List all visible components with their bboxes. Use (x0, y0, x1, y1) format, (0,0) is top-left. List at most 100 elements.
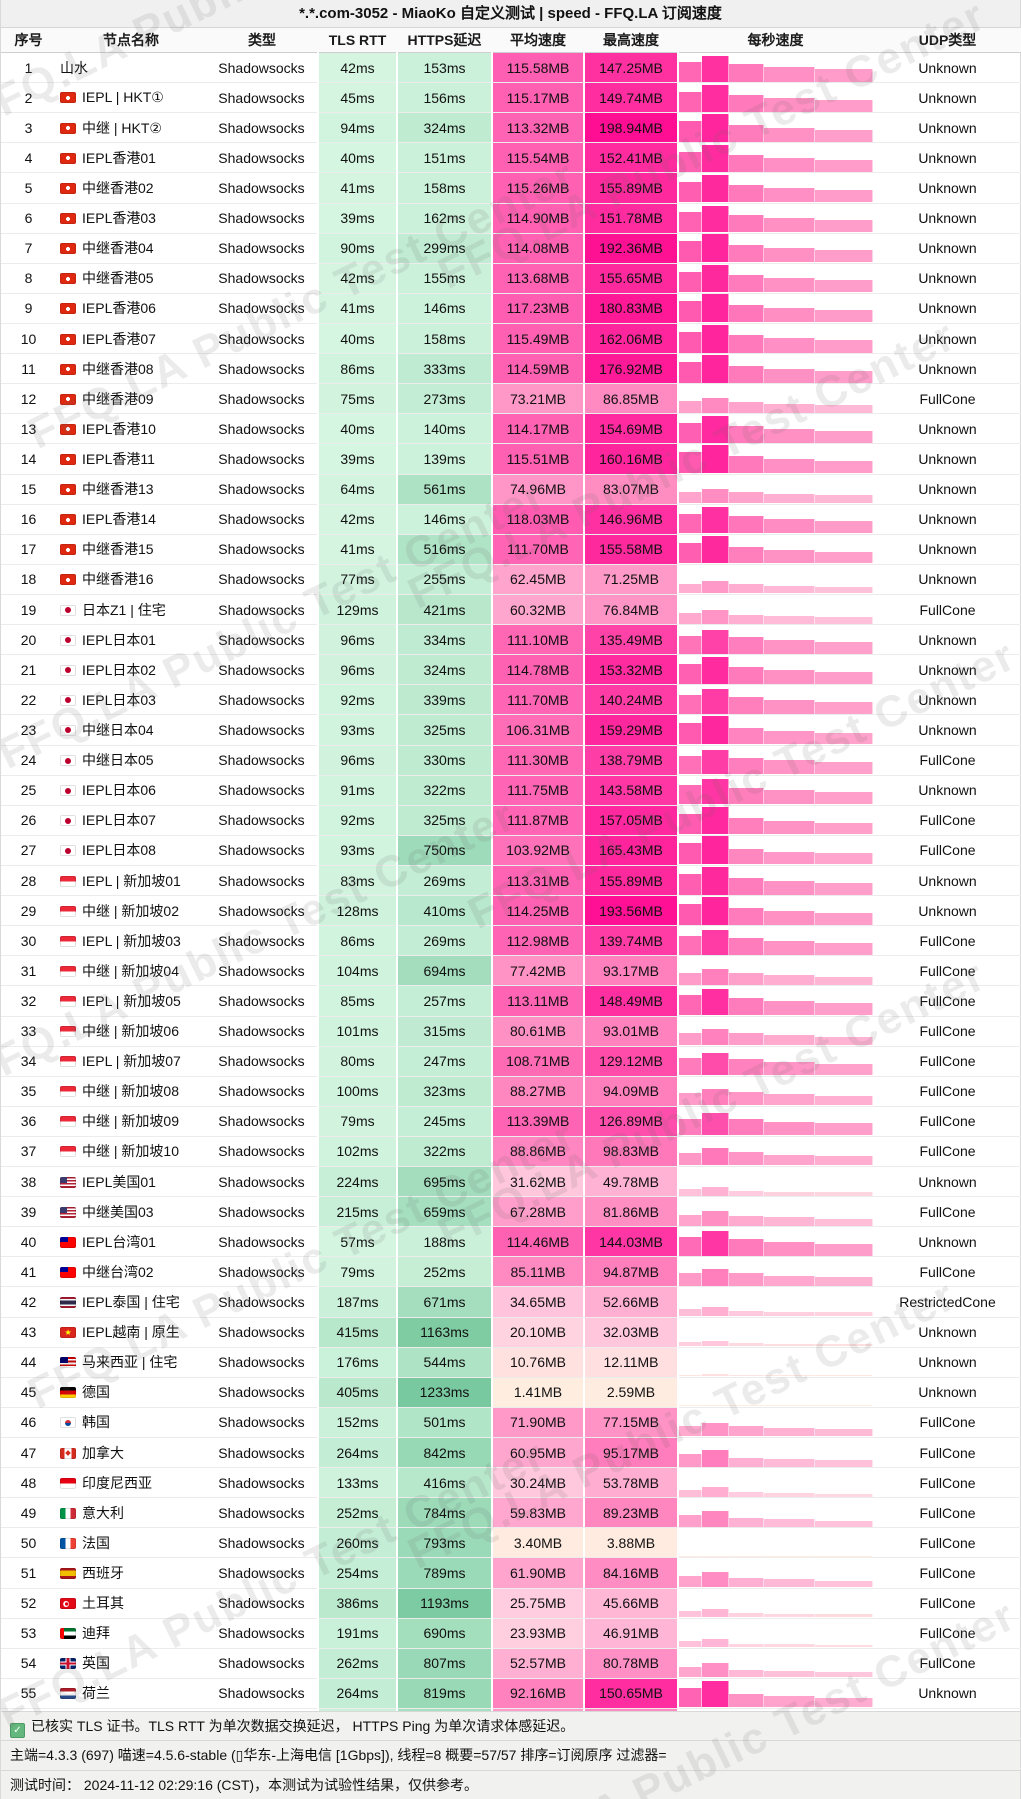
col-header-udp-type: UDP类型 (873, 28, 1021, 53)
spark-bar (764, 1374, 815, 1377)
row-index-cell: 17 (1, 534, 56, 565)
spark-bar (764, 518, 815, 534)
max-speed-cell: 89.23MB (583, 1497, 679, 1529)
speed-sparkline (679, 927, 873, 955)
flag-sg-icon (60, 905, 76, 917)
spark-bar (814, 460, 873, 473)
https-latency-cell: 324ms (396, 654, 493, 686)
spark-bar (814, 942, 873, 955)
node-name-cell: IEPL香港11 (56, 443, 206, 475)
spark-bar (702, 1186, 730, 1196)
spark-bar (702, 294, 730, 323)
row-index-cell: 47 (1, 1437, 56, 1469)
spark-bar (729, 124, 765, 142)
spark-bar (764, 1405, 815, 1407)
table-row: 22 IEPL日本03 Shadowsocks 92ms 339ms 111.70MB 14… (1, 684, 1021, 716)
node-name-cell: 中继 | 新加坡09 (56, 1106, 206, 1137)
tls-rtt-cell: 42ms (317, 504, 398, 535)
speed-sparkline (679, 1649, 873, 1678)
https-latency-cell: 162ms (396, 203, 493, 234)
flag-us-icon (60, 1206, 76, 1218)
table-row: 53 迪拜 Shadowsocks 191ms 690ms 23.93MB 46.91MB F… (1, 1618, 1021, 1649)
tls-rtt-cell: 94ms (317, 112, 398, 144)
tls-rtt-cell: 39ms (317, 443, 398, 475)
flag-sg-icon (60, 935, 76, 947)
spark-bar (814, 1344, 873, 1347)
node-name-label: 中继香港02 (82, 179, 154, 196)
node-name-cell: IEPL日本03 (56, 684, 206, 716)
udp-type-cell: FullCone (873, 745, 1021, 776)
spark-bar (814, 1243, 873, 1256)
per-second-speed-chart (678, 353, 873, 385)
avg-speed-cell: 25.75MB (491, 1588, 585, 1619)
tls-rtt-cell: 41ms (317, 172, 398, 204)
spark-bar (814, 1493, 873, 1497)
udp-type-cell: Unknown (873, 1377, 1021, 1408)
spark-bar (814, 1555, 873, 1557)
node-name-cell: IEPL | 新加坡05 (56, 985, 206, 1017)
avg-speed-cell: 73.21MB (491, 383, 585, 415)
spark-bar (702, 1230, 730, 1256)
max-speed-cell: 2.59MB (583, 1377, 679, 1408)
table-row: 42 IEPL泰国 | 住宅 Shadowsocks 187ms 671ms 34.65M… (1, 1286, 1021, 1318)
udp-type-cell: Unknown (873, 82, 1021, 114)
spark-bar (679, 903, 703, 925)
spark-bar (679, 613, 703, 624)
table-row: 1 山水 Shadowsocks 42ms 153ms 115.58MB 147.25MB U… (1, 52, 1021, 84)
avg-speed-cell: 114.25MB (491, 895, 585, 927)
table-row: 49 意大利 Shadowsocks 252ms 784ms 59.83MB 89.23MB… (1, 1497, 1021, 1529)
avg-speed-cell: 113.39MB (491, 1106, 585, 1137)
tls-rtt-cell: 128ms (317, 895, 398, 927)
avg-speed-cell: 34.65MB (491, 1286, 585, 1318)
per-second-speed-chart (678, 534, 873, 565)
node-name-label: 意大利 (82, 1504, 124, 1521)
table-row: 17 中继香港15 Shadowsocks 41ms 516ms 111.70MB 155.… (1, 534, 1021, 565)
max-speed-cell: 12.11MB (583, 1347, 679, 1378)
row-index-cell: 9 (1, 293, 56, 324)
per-second-speed-chart (678, 112, 873, 144)
spark-bar (702, 145, 730, 172)
per-second-speed-chart (678, 1467, 873, 1499)
avg-speed-cell: 113.32MB (491, 112, 585, 144)
https-latency-cell: 784ms (396, 1497, 493, 1529)
flag-sg-icon (60, 1116, 76, 1128)
avg-speed-cell: 118.03MB (491, 504, 585, 535)
spark-bar (729, 455, 765, 473)
speed-sparkline (679, 867, 873, 895)
https-latency-cell: 269ms (396, 925, 493, 957)
spark-bar (814, 882, 873, 895)
max-speed-cell: 159.29MB (583, 714, 679, 746)
spark-bar (814, 1063, 873, 1076)
spark-bar (679, 1092, 703, 1106)
speed-sparkline (679, 565, 873, 594)
spark-bar (702, 1422, 730, 1437)
spark-bar (764, 1241, 815, 1256)
max-speed-cell: 32.03MB (583, 1317, 679, 1348)
node-type-cell: Shadowsocks (206, 895, 318, 927)
udp-type-cell: FullCone (873, 1256, 1021, 1288)
max-speed-cell: 147.25MB (583, 52, 679, 84)
spark-bar (729, 1215, 765, 1226)
avg-speed-cell: 114.59MB (491, 353, 585, 385)
udp-type-cell: Unknown (873, 474, 1021, 505)
https-latency-cell: 842ms (396, 1437, 493, 1469)
spark-bar (729, 1425, 765, 1437)
spark-bar (764, 1061, 815, 1076)
max-speed-cell: 162.06MB (583, 323, 679, 355)
spark-bar (764, 1191, 815, 1196)
spark-bar (679, 62, 703, 82)
speed-sparkline (679, 806, 873, 835)
row-index-cell: 44 (1, 1347, 56, 1378)
avg-speed-cell: 52.57MB (491, 1648, 585, 1679)
udp-type-cell: FullCone (873, 1648, 1021, 1679)
spark-bar (729, 877, 765, 895)
per-second-speed-chart (678, 805, 873, 836)
per-second-speed-chart (678, 1618, 873, 1649)
per-second-speed-chart (678, 1016, 873, 1047)
table-header-row: 序号 节点名称 类型 TLS RTT HTTPS延迟 平均速度 最高速度 每秒速… (1, 28, 1021, 53)
spark-bar (729, 937, 765, 955)
max-speed-cell: 138.79MB (583, 745, 679, 776)
table-row: 19 日本Z1 | 住宅 Shadowsocks 129ms 421ms 60.32MB 7… (1, 594, 1021, 626)
row-index-cell: 6 (1, 203, 56, 234)
window-title: *.*.com-3052 - MiaoKo 自定义测试 | speed - FF… (1, 0, 1020, 28)
